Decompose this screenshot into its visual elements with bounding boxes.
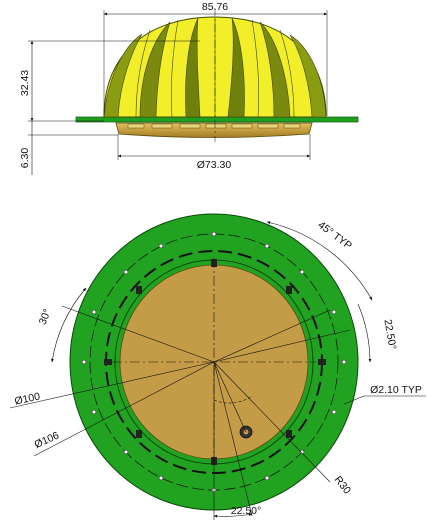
dim-base-height-label: 6.30 bbox=[19, 148, 31, 169]
angle-22-right-label: 22.50° bbox=[381, 318, 398, 350]
flange bbox=[75, 116, 359, 123]
dome-rib bbox=[139, 21, 171, 118]
top-view: 45° TYP 30° 22.50° 22.50° Ø100 Ø106 Ø2.1… bbox=[9, 213, 426, 520]
dome-rib bbox=[259, 21, 291, 118]
hole-dia-label: Ø2.10 TYP bbox=[370, 384, 422, 396]
radius-30-label: R30 bbox=[332, 474, 353, 497]
angle-22-bottom-label: 22.50° bbox=[231, 505, 261, 517]
dia-100-label: Ø100 bbox=[14, 390, 42, 407]
dome-rib bbox=[227, 17, 245, 118]
side-view: 85.76 32.43 6.30 Ø73.30 bbox=[19, 1, 359, 175]
dia-106-label: Ø106 bbox=[33, 429, 61, 450]
dome-rib bbox=[185, 17, 201, 118]
dim-width-label: 85.76 bbox=[202, 1, 228, 13]
dome-rib bbox=[289, 34, 327, 118]
angle-30-label: 30° bbox=[37, 307, 54, 326]
dim-height-label: 32.43 bbox=[19, 70, 31, 96]
dome-rib bbox=[103, 33, 143, 118]
dim-base-diameter-label: Ø73.30 bbox=[197, 159, 232, 171]
angle-45-typ-label: 45° TYP bbox=[316, 219, 354, 252]
